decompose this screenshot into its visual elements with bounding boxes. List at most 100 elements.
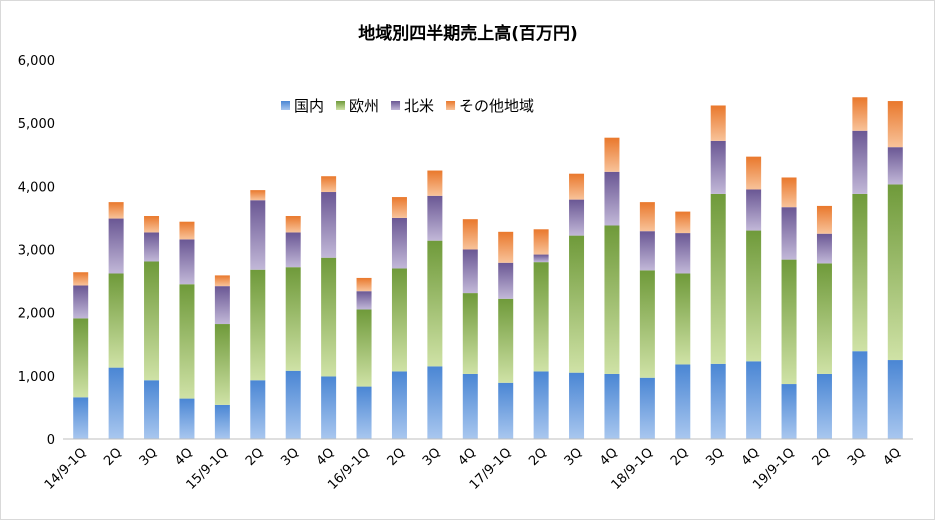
bar-segment — [108, 367, 124, 439]
bar-segment — [852, 193, 868, 352]
bar-segment — [285, 267, 301, 371]
bar-segment — [356, 277, 372, 292]
bar-segment — [179, 398, 195, 439]
x-tick-label: 2Q — [243, 445, 267, 469]
bar-segment — [746, 230, 762, 362]
bar-segment — [746, 361, 762, 439]
bar-segment — [639, 231, 655, 271]
bar-segment — [781, 259, 797, 385]
legend-label: 国内 — [294, 97, 324, 115]
bar-segment — [427, 366, 443, 439]
x-tick-label: 4Q — [455, 445, 479, 469]
legend-label: 欧州 — [349, 97, 379, 115]
bar-segment — [746, 189, 762, 231]
bar-segment — [852, 130, 868, 194]
bar-segment — [391, 217, 407, 269]
bar-segment — [285, 232, 301, 268]
bar-segment — [321, 257, 337, 377]
bar-segment — [533, 262, 549, 372]
legend-label: 北米 — [404, 97, 434, 115]
x-tick-label: 3Q — [845, 445, 869, 469]
bar-segment — [533, 371, 549, 439]
bar-segment — [639, 377, 655, 439]
bar-segment — [781, 177, 797, 208]
x-tick-label: 4Q — [172, 445, 196, 469]
bar-segment — [604, 171, 620, 226]
bar-segment — [321, 176, 337, 193]
legend-label: その他地域 — [459, 97, 534, 115]
y-tick-label: 6,000 — [18, 54, 55, 69]
bar-segment — [73, 285, 89, 319]
y-tick-label: 2,000 — [18, 307, 55, 322]
bar-segment — [179, 284, 195, 399]
bar-segment — [462, 293, 478, 374]
bar-segment — [887, 147, 903, 185]
bar-segment — [250, 380, 266, 439]
y-tick-label: 3,000 — [18, 244, 55, 259]
bar-segment — [498, 231, 514, 263]
bar-segment — [746, 156, 762, 190]
bar-segment — [604, 373, 620, 439]
bar-segment — [214, 275, 230, 287]
x-tick-label: 2Q — [101, 445, 125, 469]
bars-group — [73, 97, 903, 439]
bar-segment — [816, 205, 832, 234]
legend-swatch — [391, 101, 401, 110]
bar-segment — [285, 370, 301, 439]
chart-title: 地域別四半期売上高(百万円) — [358, 23, 578, 44]
legend-swatch — [446, 101, 456, 110]
y-axis-ticks: 0 1,000 2,000 3,000 4,000 5,000 6,000 — [18, 54, 55, 448]
bar-segment — [710, 193, 726, 364]
x-tick-label: 2Q — [668, 445, 692, 469]
bar-segment — [108, 218, 124, 274]
bar-segment — [852, 97, 868, 131]
bar-segment — [214, 404, 230, 439]
bar-segment — [144, 380, 160, 439]
bar-segment — [816, 373, 832, 439]
bar-segment — [710, 105, 726, 141]
bar-segment — [108, 273, 124, 368]
bar-segment — [250, 190, 266, 201]
bar-segment — [639, 202, 655, 232]
bar-segment — [675, 233, 691, 274]
bar-segment — [852, 351, 868, 439]
x-tick-label: 2Q — [810, 445, 834, 469]
bar-segment — [179, 221, 195, 240]
bar-segment — [675, 273, 691, 365]
y-tick-label: 5,000 — [18, 117, 55, 132]
bar-segment — [179, 239, 195, 285]
x-tick-label: 3Q — [278, 445, 302, 469]
bar-segment — [73, 272, 89, 286]
bar-segment — [391, 197, 407, 218]
y-tick-label: 0 — [47, 433, 55, 448]
x-tick-label: 14/9-1Q — [42, 445, 90, 493]
legend-swatch — [336, 101, 346, 110]
bar-segment — [569, 235, 585, 373]
x-tick-label: 4Q — [597, 445, 621, 469]
bar-segment — [144, 232, 160, 262]
bar-segment — [462, 219, 478, 250]
bar-segment — [569, 173, 585, 200]
bar-segment — [462, 373, 478, 439]
bar-segment — [391, 371, 407, 439]
x-tick-label: 3Q — [703, 445, 727, 469]
bar-segment — [356, 386, 372, 439]
bar-segment — [144, 261, 160, 381]
x-tick-label: 2Q — [385, 445, 409, 469]
bar-segment — [250, 200, 266, 270]
bar-segment — [710, 140, 726, 194]
x-tick-label: 4Q — [314, 445, 338, 469]
x-tick-label: 4Q — [880, 445, 904, 469]
bar-segment — [533, 229, 549, 255]
bar-segment — [250, 269, 266, 381]
bar-segment — [356, 309, 372, 387]
bar-segment — [356, 291, 372, 310]
bar-segment — [533, 254, 549, 263]
bar-segment — [214, 324, 230, 405]
x-tick-label: 3Q — [420, 445, 444, 469]
y-tick-label: 4,000 — [18, 180, 55, 195]
bar-segment — [214, 286, 230, 325]
x-tick-label: 4Q — [739, 445, 763, 469]
bar-segment — [427, 195, 443, 241]
